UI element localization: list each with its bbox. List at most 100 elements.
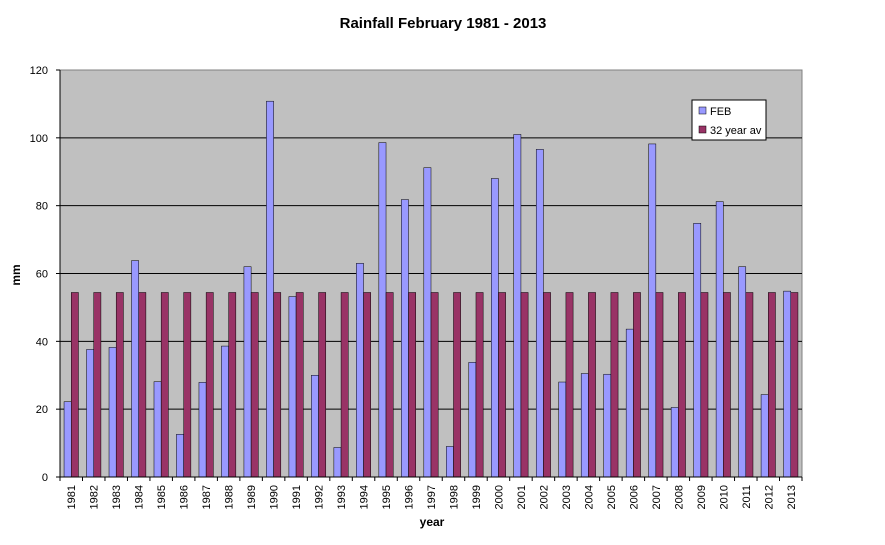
bar-average-2000 [498,292,506,478]
bar-average-2013 [790,292,799,478]
bar-feb-2009 [693,223,702,478]
bar-average-2003 [565,292,574,478]
bar-average-2009 [700,292,709,478]
x-tick-label: 2009 [696,485,708,509]
x-tick-label: 2006 [628,485,640,509]
y-tick-label: 40 [36,336,48,348]
x-tick-label: 2013 [786,485,798,509]
bar-feb-1983 [108,347,117,478]
bar-average-1999 [475,292,484,478]
y-tick-label: 20 [36,404,48,416]
y-tick-label: 120 [30,65,48,77]
x-tick-label: 2003 [561,485,573,509]
bar-average-1986 [183,292,192,478]
bar-feb-1988 [221,345,229,478]
x-tick-label: 1996 [404,485,416,509]
x-tick-label: 2012 [763,485,775,509]
bar-average-1990 [273,292,282,478]
y-tick-label: 100 [30,133,48,145]
legend-swatch-feb [698,106,707,115]
bar-average-2002 [543,292,551,478]
bar-average-2007 [655,292,664,478]
bar-feb-1985 [153,381,162,478]
bar-feb-2013 [783,290,792,478]
bar-feb-1984 [131,260,139,478]
bars-group [63,100,799,478]
bar-average-2011 [745,292,754,478]
bar-feb-1994 [356,263,364,478]
x-tick-label: 1985 [156,485,168,509]
bar-average-1994 [363,292,371,478]
x-tick-label: 1991 [291,485,303,509]
bar-average-1992 [318,292,327,478]
x-tick-label: 2007 [651,485,663,509]
legend-label-feb: FEB [710,106,731,118]
x-tick-label: 1995 [381,485,393,509]
bar-feb-2011 [738,266,747,478]
x-tick-label: 2010 [718,485,730,509]
bar-average-1984 [138,292,147,478]
bar-average-1995 [385,292,394,478]
bar-feb-1991 [288,296,297,478]
bar-feb-2007 [648,143,657,478]
bar-average-1985 [160,292,169,478]
bar-feb-2002 [535,149,544,478]
bar-feb-2006 [625,328,634,478]
x-tick-label: 1998 [448,485,460,509]
bar-feb-1986 [176,434,184,478]
x-tick-label: 2005 [606,485,618,509]
x-tick-label: 1988 [224,485,236,509]
x-axis-ticks: 1981 1982 1983 1984 1985 1986 1987 1988 1989 1990… [59,477,803,509]
bar-feb-1998 [446,446,454,478]
legend-label-average: 32 year av [710,125,762,137]
bar-feb-1993 [333,447,342,478]
x-axis-label: year [420,515,445,529]
x-tick-label: 2004 [583,485,595,509]
bar-feb-2003 [558,381,567,478]
chart-title: Rainfall February 1981 - 2013 [340,15,547,32]
x-tick-label: 1992 [314,485,326,509]
x-tick-label: 1990 [269,485,281,509]
x-tick-label: 1982 [89,485,101,509]
y-tick-label: 60 [36,269,48,281]
x-tick-label: 2000 [493,485,505,509]
x-tick-label: 2001 [516,485,528,509]
bar-average-2012 [768,292,776,478]
bar-feb-1992 [311,375,319,478]
legend-box [691,99,767,141]
bar-average-2004 [588,292,596,478]
y-tick-label: 0 [42,472,48,484]
y-axis-ticks: 0 20 40 60 80 100 120 [30,65,60,484]
bar-feb-1981 [63,401,72,478]
bar-average-1991 [295,292,304,478]
bar-average-1988 [228,292,237,478]
bar-average-1982 [93,292,102,478]
bar-average-2001 [520,292,529,478]
bar-average-2010 [723,292,731,478]
x-tick-label: 1994 [359,485,371,509]
bar-feb-2012 [760,394,769,478]
x-tick-label: 1999 [471,485,483,509]
bar-average-1997 [430,292,439,478]
bar-feb-1997 [423,167,432,478]
legend-swatch-average [698,125,707,134]
x-tick-label: 1984 [134,485,146,509]
bar-average-1981 [70,292,79,478]
bar-feb-2000 [491,178,499,478]
bar-average-1983 [115,292,124,478]
bar-average-2006 [633,292,641,478]
x-tick-label: 2011 [741,485,753,509]
bar-feb-2005 [603,373,612,478]
bar-average-1987 [205,292,214,478]
bar-average-1998 [453,292,461,478]
x-tick-label: 1997 [426,485,438,509]
x-tick-label: 1989 [246,485,258,509]
bar-feb-1995 [378,142,387,478]
x-tick-label: 1983 [111,485,123,509]
x-tick-label: 2008 [673,485,685,509]
x-tick-label: 1981 [66,485,78,509]
y-axis-label: mm [9,264,23,285]
bar-average-1993 [340,292,349,478]
bar-feb-1989 [243,266,252,478]
